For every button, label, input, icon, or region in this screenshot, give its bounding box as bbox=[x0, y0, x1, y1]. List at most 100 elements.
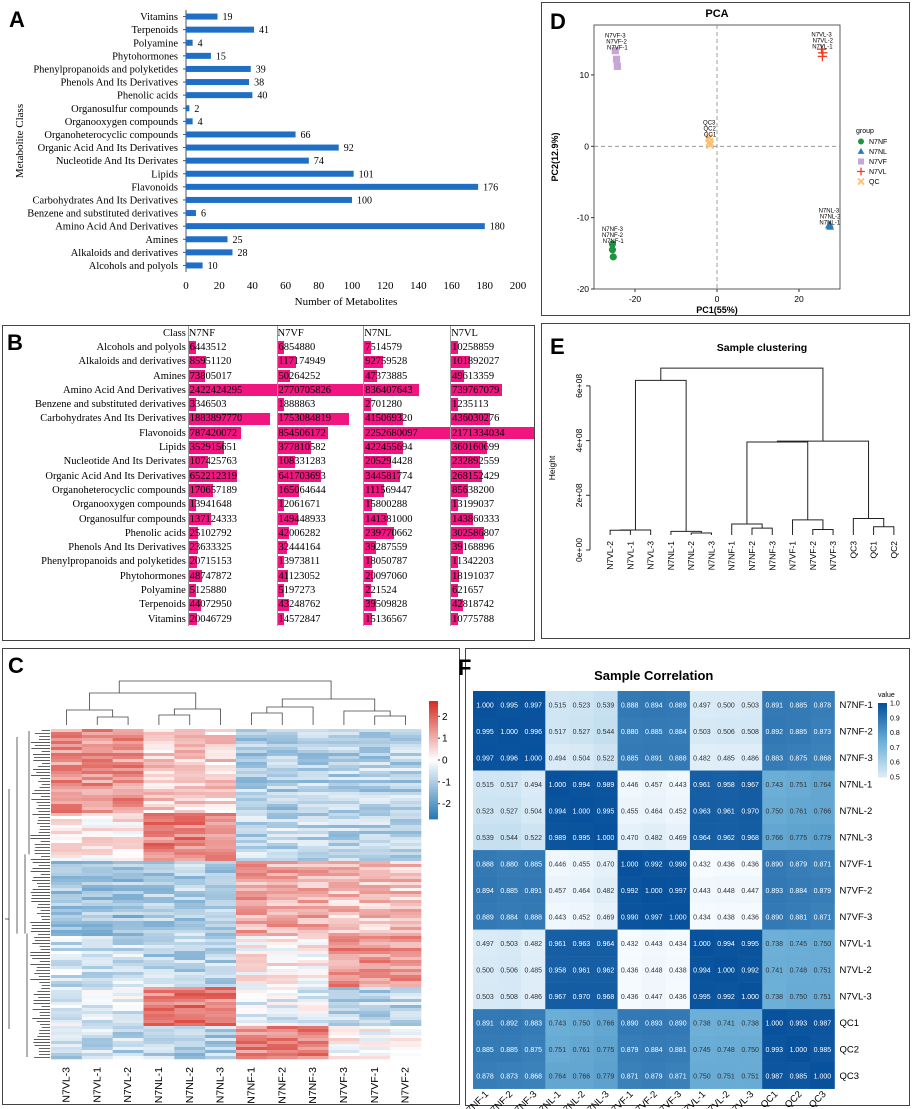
heatmap-cell bbox=[205, 957, 237, 961]
heatmap-cell bbox=[205, 900, 237, 904]
cell-fill-bar bbox=[277, 398, 285, 411]
heatmap-cell bbox=[297, 792, 329, 796]
correlation-value: 0.889 bbox=[669, 702, 687, 709]
heatmap-cell bbox=[359, 954, 391, 958]
heatmap-cell bbox=[205, 996, 237, 1000]
table-cell: 1235113 bbox=[450, 397, 534, 412]
correlation-cell bbox=[497, 982, 522, 1010]
heatmap-cell bbox=[266, 849, 298, 853]
correlation-value: 0.766 bbox=[814, 808, 832, 815]
correlation-cell bbox=[593, 1062, 618, 1089]
heatmap-cell bbox=[174, 846, 206, 850]
table-cell: 2171334034 bbox=[450, 426, 534, 441]
heatmap-cell bbox=[174, 945, 206, 949]
correlation-cell bbox=[714, 717, 739, 745]
heatmap-cell bbox=[205, 846, 237, 850]
heatmap-cell bbox=[266, 816, 298, 820]
heatmap-cell bbox=[390, 951, 422, 955]
heatmap-cell bbox=[266, 738, 298, 742]
heatmap-cell bbox=[328, 1056, 360, 1060]
heatmap-cell bbox=[205, 813, 237, 817]
heatmap-cell bbox=[359, 810, 391, 814]
heatmap-cell bbox=[112, 987, 144, 991]
heatmap-cell bbox=[359, 1053, 391, 1057]
correlation-value: 0.970 bbox=[741, 808, 759, 815]
row-class-label: Organooxygen compounds bbox=[72, 499, 186, 511]
table-cell: 15136567 bbox=[363, 611, 451, 627]
heatmap-cell bbox=[174, 873, 206, 877]
heatmap-cell bbox=[81, 1017, 113, 1021]
table-row: Polyamine 5125880 5197273 221524 621657 bbox=[3, 583, 534, 598]
heatmap-cell bbox=[205, 930, 237, 934]
heatmap-cell bbox=[143, 990, 175, 994]
table-row: Phenols And Its Derivatives 23633325 32444… bbox=[3, 540, 534, 555]
heatmap-cell bbox=[174, 849, 206, 853]
heatmap-cell bbox=[174, 912, 206, 916]
heatmap-cell bbox=[266, 789, 298, 793]
table-cell: 13941648 bbox=[187, 497, 278, 512]
correlation-value: 0.779 bbox=[597, 1073, 615, 1080]
correlation-cell bbox=[714, 823, 739, 851]
correlation-cell bbox=[810, 1062, 835, 1089]
heatmap-cell bbox=[328, 801, 360, 805]
correlation-value: 1.000 bbox=[524, 755, 542, 762]
heatmap-cell bbox=[266, 813, 298, 817]
correlation-value: 0.482 bbox=[693, 755, 711, 762]
correlation-cell bbox=[569, 744, 594, 771]
heatmap-cell bbox=[236, 876, 268, 880]
correlation-cell bbox=[738, 956, 763, 983]
heatmap-cell bbox=[205, 831, 237, 835]
heatmap-cell bbox=[328, 1026, 360, 1030]
heatmap-cell bbox=[81, 873, 113, 877]
colorbar-tick-label: 0 bbox=[442, 756, 448, 767]
point-label: N7VL-1 bbox=[812, 44, 833, 50]
correlation-value: 0.964 bbox=[597, 941, 615, 948]
bar-phytohormones bbox=[186, 52, 211, 59]
heatmap-cell bbox=[112, 735, 144, 739]
cell-fill-bar bbox=[451, 555, 458, 569]
heatmap-cell bbox=[51, 780, 83, 784]
correlation-value: 0.885 bbox=[645, 729, 663, 736]
heatmap-cell bbox=[328, 735, 360, 739]
table-cell: 10775788 bbox=[450, 611, 534, 627]
correlation-value: 0.995 bbox=[741, 941, 759, 948]
heatmap-cell bbox=[143, 1017, 175, 1021]
row-label: QC3 bbox=[840, 1071, 860, 1082]
cell-fill-bar bbox=[188, 412, 271, 426]
correlation-value: 0.446 bbox=[621, 782, 639, 789]
correlation-value: 0.885 bbox=[500, 888, 518, 895]
heatmap-cell bbox=[51, 867, 83, 871]
correlation-value: 0.871 bbox=[814, 861, 832, 868]
heatmap-cell bbox=[81, 888, 113, 892]
heatmap-cell bbox=[390, 735, 422, 739]
heatmap-cell bbox=[112, 810, 144, 814]
cell-value: 73805017 bbox=[189, 370, 232, 382]
heatmap-cell bbox=[266, 840, 298, 844]
heatmap-cell bbox=[297, 744, 329, 748]
bar-organic-acid-and-its-derivatives bbox=[186, 144, 339, 151]
heatmap-cell bbox=[390, 1005, 422, 1009]
heatmap-cell bbox=[236, 828, 268, 832]
correlation-cell bbox=[497, 1009, 522, 1036]
heatmap-cell bbox=[328, 1011, 360, 1015]
heatmap-cell bbox=[112, 1038, 144, 1042]
correlation-value: 0.880 bbox=[621, 729, 639, 736]
bar-carbohydrates-and-its-derivatives bbox=[186, 196, 352, 203]
cell-fill-bar bbox=[277, 455, 296, 468]
heatmap-cell bbox=[359, 801, 391, 805]
correlation-value: 0.522 bbox=[597, 755, 615, 762]
category-label: Phenolic acids bbox=[117, 91, 178, 102]
correlation-value: 0.446 bbox=[549, 861, 567, 868]
table-cell: 3346503 bbox=[187, 397, 278, 412]
correlation-cell bbox=[665, 956, 691, 983]
heatmap-cell bbox=[51, 732, 83, 736]
category-label: Carbohydrates And Its Derivatives bbox=[32, 195, 178, 206]
correlation-value: 0.447 bbox=[741, 888, 759, 895]
heatmap-cell bbox=[236, 906, 268, 910]
correlation-cell bbox=[762, 850, 787, 877]
correlation-cell bbox=[521, 770, 546, 798]
row-label: N7NL-2 bbox=[840, 806, 873, 817]
correlation-value: 1.000 bbox=[500, 729, 518, 736]
heatmap-cell bbox=[297, 822, 329, 826]
heatmap-cell bbox=[236, 948, 268, 952]
